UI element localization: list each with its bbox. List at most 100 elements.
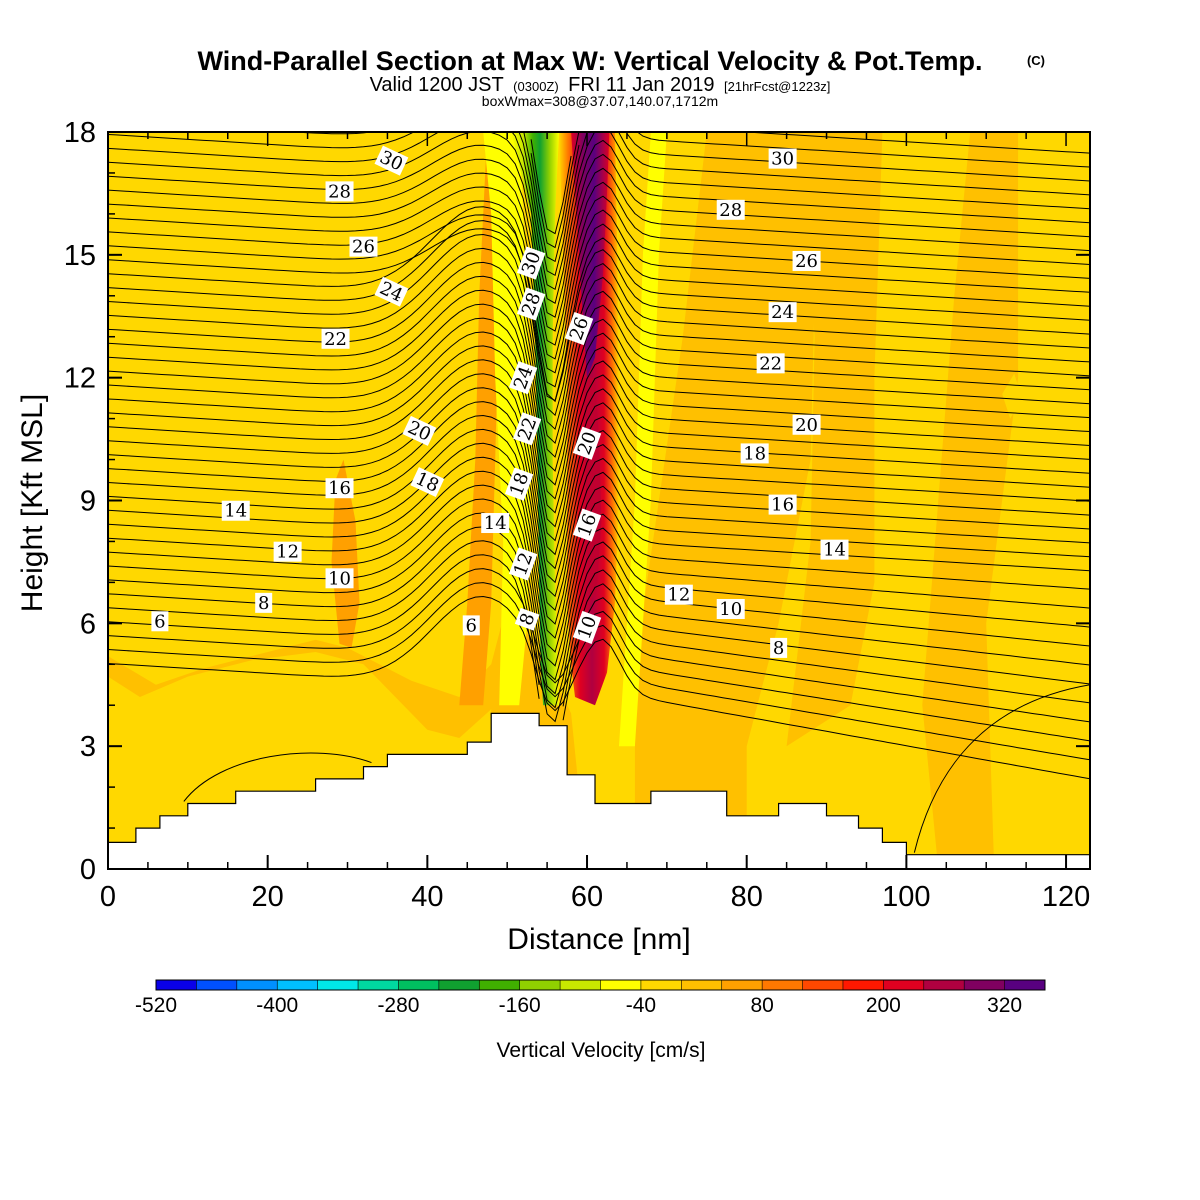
theta-contour <box>108 414 1090 612</box>
contour-label: 6 <box>462 615 480 636</box>
right-shade-d <box>922 132 1019 869</box>
colorbar-title: Vertical Velocity [cm/s] <box>497 1039 706 1062</box>
theta-contour <box>108 144 1090 318</box>
contour-label: 8 <box>255 592 273 614</box>
theta-contour <box>108 401 1090 598</box>
contour-label-text: 28 <box>719 200 742 221</box>
colorbar-swatch <box>156 980 197 990</box>
theta-contour <box>108 303 1090 500</box>
colorbar-tick-label: -280 <box>377 994 419 1017</box>
theta-contour <box>108 484 1090 681</box>
colorbar-swatch <box>802 980 844 990</box>
contour-label-text: 26 <box>795 251 818 272</box>
y-axis: 0 3 6 9 12 15 18 <box>64 117 1090 886</box>
colorbar: -520 -400 -280 -160 -40 80 200 320 <box>135 979 1046 1017</box>
theta-contour <box>108 132 1090 304</box>
theta-contour <box>108 220 1090 417</box>
valid-date: FRI 11 Jan 2019 <box>568 74 714 96</box>
valid-prefix: Valid 1200 JST <box>370 74 504 96</box>
theta-contour-right <box>913 684 1090 853</box>
theta-contour <box>108 132 1090 291</box>
contour-label-text: 26 <box>352 237 375 258</box>
colorbar-swatch <box>358 980 399 990</box>
contour-label: 20 <box>792 414 821 436</box>
y-tick-label: 3 <box>80 731 96 763</box>
box-info: boxWmax=308@37.07,140.07,1712m <box>482 93 718 109</box>
colorbar-swatch <box>923 980 965 990</box>
theta-contour <box>108 317 1090 514</box>
x-tick-label: 120 <box>1042 881 1090 913</box>
x-tick-label: 100 <box>882 881 930 913</box>
contour-label: 22 <box>512 412 541 446</box>
contour-label-text: 14 <box>224 501 247 522</box>
colorbar-swatch <box>600 980 642 990</box>
colorbar-tick-label: -400 <box>256 994 298 1017</box>
contour-label: 10 <box>716 599 745 620</box>
contour-label-text: 22 <box>324 329 347 350</box>
downdraft-column <box>511 132 560 706</box>
contour-label: 8 <box>514 607 540 631</box>
contour-label: 22 <box>321 328 350 350</box>
contour-label: 22 <box>756 353 785 374</box>
theta-contour <box>108 233 1090 431</box>
colorbar-swatch <box>317 980 359 990</box>
theta-contour <box>108 158 1090 332</box>
colorbar-swatch <box>560 980 601 990</box>
chart-title: Wind-Parallel Section at Max W: Vertical… <box>198 46 983 76</box>
colorbar-swatch <box>277 980 319 990</box>
contour-label-text: 12 <box>667 585 690 606</box>
theta-contour <box>108 186 1090 360</box>
contour-label-text: 8 <box>258 593 269 614</box>
colorbar-swatch <box>640 980 682 990</box>
theta-contour <box>108 228 1090 402</box>
theta-contour <box>530 132 1090 235</box>
contour-label: 28 <box>325 181 354 202</box>
contour-label-text: 22 <box>759 353 782 374</box>
y-tick-label: 6 <box>80 608 96 640</box>
x-axis: 0 20 40 60 80 100 120 <box>100 132 1090 913</box>
x-tick-label: 20 <box>252 881 284 913</box>
contour-label-text: 6 <box>154 611 165 632</box>
contour-label-text: 12 <box>276 542 299 563</box>
colorbar-tick-label: 200 <box>866 994 901 1017</box>
theta-contour <box>108 214 1090 388</box>
contour-label: 6 <box>151 611 169 632</box>
colorbar-swatch <box>762 980 804 990</box>
theta-contour <box>108 540 1090 707</box>
contour-label: 14 <box>221 501 250 522</box>
contour-label-text: 6 <box>466 615 477 636</box>
colorbar-swatch <box>398 980 440 990</box>
updraft-core-upper <box>571 132 610 378</box>
colorbar-swatch <box>236 980 278 990</box>
contour-label-text: 28 <box>328 181 351 202</box>
contour-label: 12 <box>508 547 537 581</box>
contour-label: 30 <box>516 246 545 280</box>
y-tick-label: 9 <box>80 486 96 518</box>
x-tick-label: 40 <box>411 881 443 913</box>
contour-label: 14 <box>820 539 849 561</box>
theta-contour <box>108 498 1090 695</box>
theta-contour <box>108 428 1090 625</box>
y-tick-label: 12 <box>64 363 96 395</box>
theta-contour <box>108 345 1090 542</box>
colorbar-swatch <box>721 980 763 990</box>
theta-contour <box>530 132 1090 249</box>
theta-contour <box>108 172 1090 346</box>
theta-contour <box>108 387 1090 584</box>
contour-label: 28 <box>716 199 745 221</box>
forecast-info: [21hrFcst@1223z] <box>724 79 830 94</box>
contour-label: 14 <box>481 513 510 534</box>
theta-contour <box>108 261 1090 458</box>
x-tick-label: 80 <box>731 881 763 913</box>
theta-contour-low <box>183 752 372 802</box>
colorbar-swatch <box>681 980 723 990</box>
theta-contour <box>108 200 1090 374</box>
theta-contour <box>108 568 1090 742</box>
colorbar-swatch <box>438 980 480 990</box>
contour-label-text: 14 <box>823 540 846 561</box>
x-tick-label: 60 <box>571 881 603 913</box>
theta-contour <box>108 456 1090 653</box>
colorbar-tick-label: -520 <box>135 994 177 1017</box>
